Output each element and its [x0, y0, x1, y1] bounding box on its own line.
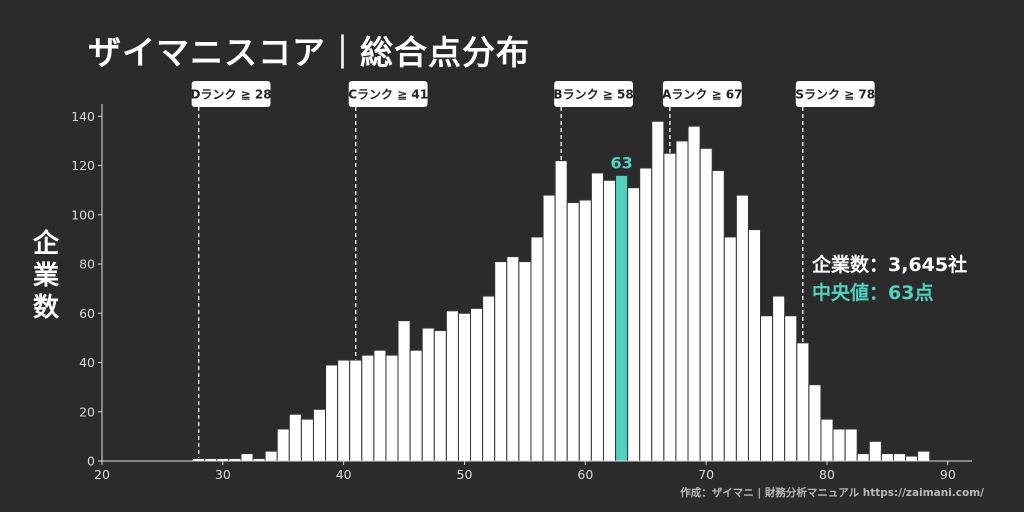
rank-threshold-layer: Dランク ≧ 28 Cランク ≧ 41 Bランク ≧ 58 Aランク ≧ 67 Sランク… [191, 81, 875, 461]
bar [590, 172, 604, 462]
company-count-label: 企業数：3,645社 [812, 254, 968, 276]
bar [542, 194, 556, 462]
bar [409, 349, 423, 462]
bar [264, 450, 278, 462]
bar [457, 312, 472, 462]
x-tick-label: 90 [940, 467, 956, 482]
bar-highlight [615, 174, 629, 462]
x-tick-label: 30 [215, 467, 231, 482]
bar [784, 315, 798, 462]
bar [844, 428, 858, 462]
bar [868, 440, 882, 462]
rank-label-box [554, 81, 633, 107]
bar [905, 455, 919, 462]
bar [373, 349, 387, 462]
highlight-value-label: 63 [610, 153, 632, 172]
bar [506, 256, 520, 462]
bar [240, 453, 254, 462]
bar [349, 359, 363, 462]
bar [300, 418, 314, 462]
rank-label: Cランク ≧ 41 [348, 88, 428, 102]
y-tick-label: 20 [79, 404, 95, 419]
rank-label-box [348, 81, 428, 107]
y-tick-label: 80 [79, 257, 95, 272]
rank-label-box [191, 81, 271, 107]
rank-label: Bランク ≧ 58 [553, 88, 633, 102]
bar [711, 169, 725, 462]
bar [723, 236, 737, 462]
x-tick-label: 50 [457, 467, 473, 482]
bar [699, 147, 713, 462]
bar [663, 152, 677, 462]
bar [276, 428, 290, 462]
bar [602, 179, 617, 462]
bar [397, 320, 411, 462]
y-axis-label-char: 数 [32, 293, 59, 323]
bar [832, 428, 846, 462]
bar [808, 384, 822, 462]
x-tick-label: 40 [336, 467, 352, 482]
bar [796, 342, 810, 462]
stats-panel: 企業数：3,645社 中央値：63点 [812, 251, 967, 307]
x-tick-label: 20 [94, 467, 110, 482]
source-credit: 作成：ザイマニ | 財務分析マニュアル https://zaimani.com/ [680, 487, 984, 499]
bar [856, 453, 870, 462]
chart-title: ザイマニスコア｜総合点分布 [88, 33, 530, 72]
rank-label-box [795, 81, 875, 107]
bar [735, 194, 749, 462]
bar [760, 315, 774, 462]
bar [385, 354, 399, 462]
y-tick-label: 100 [71, 207, 95, 222]
bar [337, 359, 351, 462]
annotation-layer: 63 [610, 153, 632, 172]
y-tick-label: 40 [79, 355, 95, 370]
bar [288, 413, 302, 462]
rank-label: Aランク ≧ 67 [662, 88, 742, 102]
bar [917, 450, 931, 462]
bar [675, 140, 689, 462]
bar [747, 229, 762, 462]
bar [482, 295, 496, 462]
bar [892, 453, 907, 462]
bar [651, 120, 665, 462]
y-tick-label: 140 [71, 109, 95, 124]
bar [445, 310, 459, 462]
bar [470, 307, 484, 462]
y-axis-label-char: 業 [32, 261, 59, 291]
bar [421, 327, 435, 462]
bar [880, 453, 894, 462]
bar [433, 330, 447, 462]
bar [566, 201, 580, 462]
bar [772, 295, 786, 462]
median-label: 中央値：63点 [812, 282, 934, 304]
bar [554, 160, 568, 462]
rank-label: Sランク ≧ 78 [795, 88, 875, 102]
x-tick-label: 60 [577, 467, 593, 482]
rank-label-box [662, 81, 742, 107]
bar [820, 418, 834, 462]
bar [325, 364, 339, 462]
x-tick-label: 70 [698, 467, 714, 482]
bar [494, 261, 508, 462]
rank-label: Dランク ≧ 28 [191, 88, 272, 102]
bar [530, 236, 544, 462]
x-tick-label: 80 [819, 467, 835, 482]
bar [627, 187, 641, 462]
bar [687, 125, 701, 462]
y-tick-label: 60 [79, 306, 95, 321]
bar [578, 199, 592, 462]
y-axis-label-char: 企 [32, 229, 59, 259]
bar [312, 408, 327, 462]
y-tick-label: 0 [87, 454, 95, 469]
y-tick-label: 120 [71, 158, 95, 173]
bar [361, 354, 375, 462]
bar [639, 167, 653, 462]
y-axis-label: 企業数 [26, 228, 66, 324]
bar [518, 261, 532, 462]
